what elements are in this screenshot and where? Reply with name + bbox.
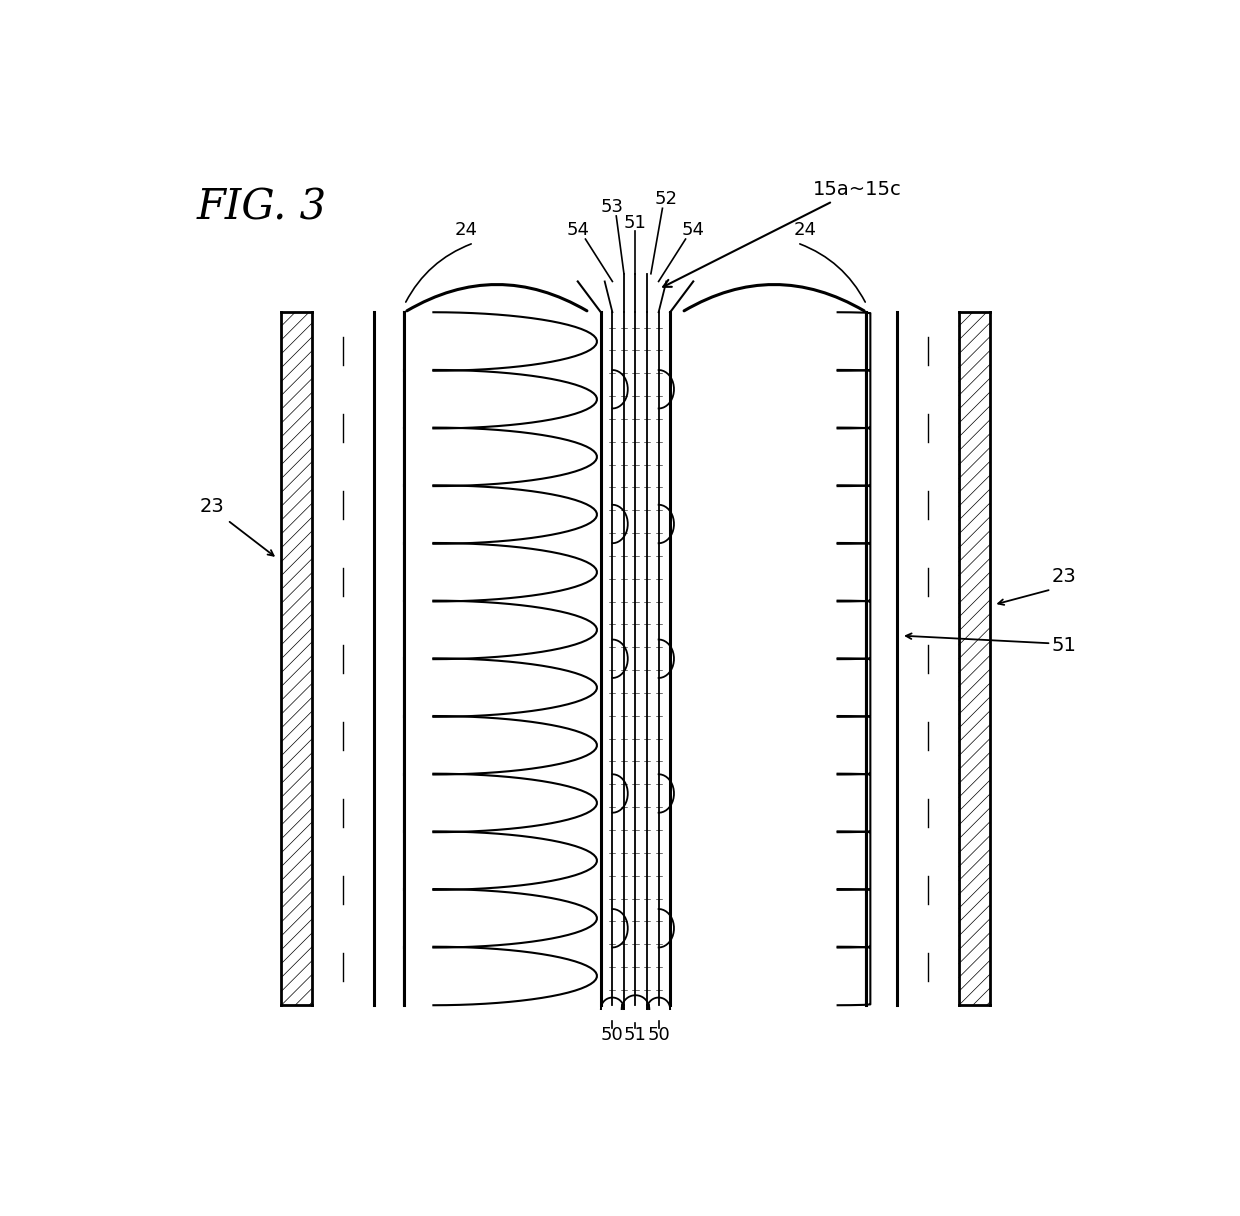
Text: 51: 51	[624, 1026, 647, 1043]
Text: 52: 52	[655, 191, 678, 208]
Text: 23: 23	[1052, 567, 1076, 586]
Text: 15a~15c: 15a~15c	[663, 180, 901, 287]
Text: 51: 51	[624, 214, 647, 231]
Text: 24: 24	[455, 221, 477, 240]
Text: 51: 51	[1052, 636, 1076, 655]
Text: 50: 50	[647, 1026, 670, 1043]
Text: 24: 24	[794, 221, 816, 240]
Text: 54: 54	[682, 221, 704, 240]
Text: 23: 23	[200, 497, 224, 517]
Text: FIG. 3: FIG. 3	[197, 187, 326, 229]
Text: 50: 50	[601, 1026, 624, 1043]
Text: 54: 54	[567, 221, 589, 240]
Text: 53: 53	[601, 198, 624, 216]
